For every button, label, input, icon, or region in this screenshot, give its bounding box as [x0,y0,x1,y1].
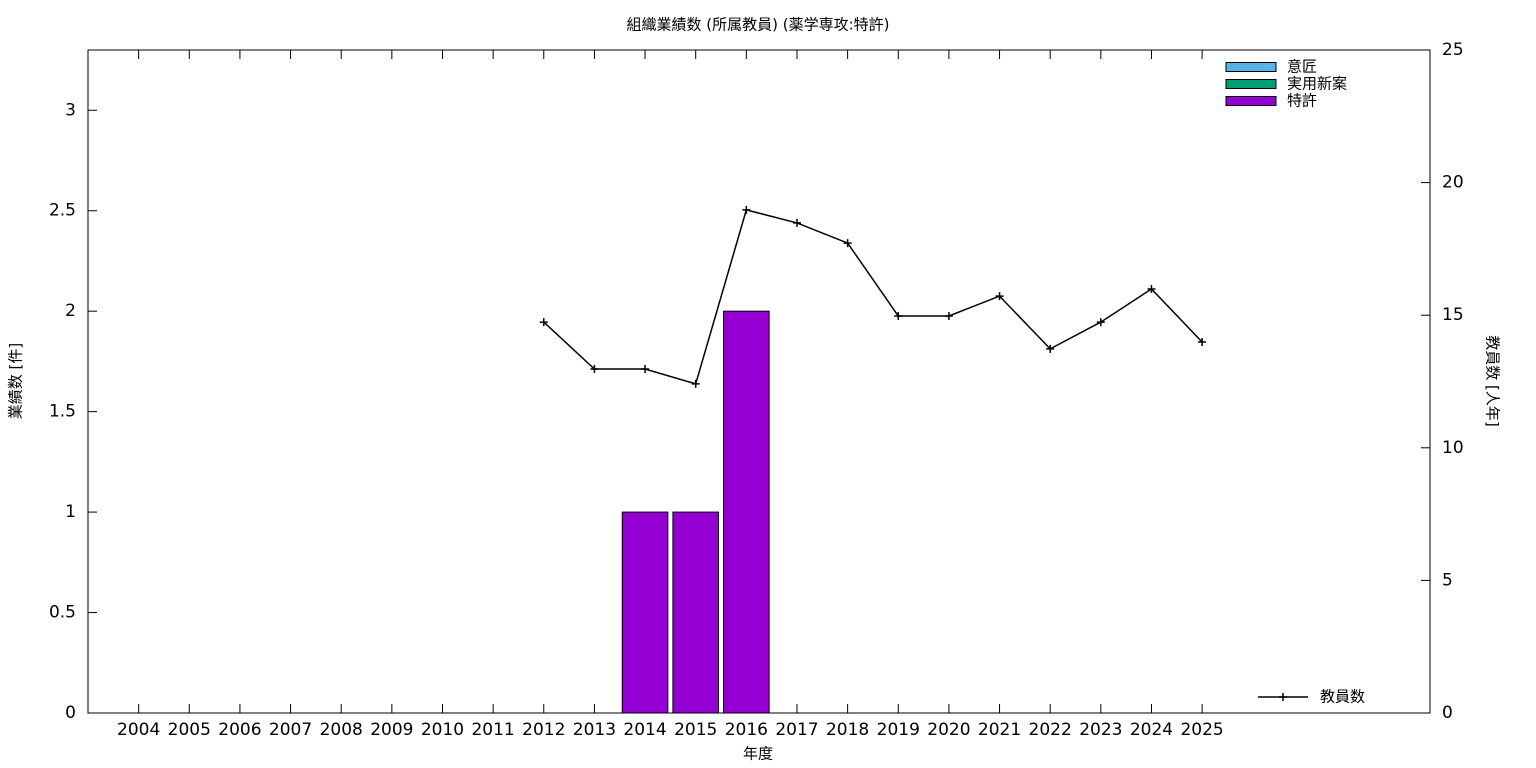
x-tick-label: 2019 [877,720,920,740]
legend-swatch [1225,79,1277,89]
point-marker [843,239,852,248]
point-marker [944,311,953,320]
y2-axis-label: 教員数 [人年] [1484,335,1502,426]
x-axis-label: 年度 [743,745,773,763]
x-tick-label: 2018 [826,720,869,740]
bar [723,310,770,714]
y-tick-label: 1.5 [49,402,76,422]
x-tick-label: 2016 [725,720,768,740]
legend-swatch [1225,62,1277,72]
point-marker [1046,344,1055,353]
point-marker [1198,337,1207,346]
point-marker [742,205,751,214]
x-tick-label: 2022 [1029,720,1072,740]
point-marker [641,365,650,374]
chart-title: 組織業績数 (所属教員) (薬学専攻:特許) [627,16,890,34]
legend-label: 特許 [1287,92,1317,110]
x-tick-label: 2008 [320,720,363,740]
x-tick-label: 2020 [927,720,970,740]
x-tick-label: 2023 [1079,720,1122,740]
point-marker [691,379,700,388]
x-tick-label: 2009 [370,720,413,740]
y-axis-label: 業績数 [件] [7,343,25,419]
x-tick-label: 2025 [1180,720,1223,740]
x-tick-label: 2024 [1130,720,1173,740]
y-tick-label: 0 [65,703,76,723]
x-tick-label: 2017 [775,720,818,740]
point-marker [1096,318,1105,327]
x-tick-label: 2005 [168,720,211,740]
x-tick-label: 2010 [421,720,464,740]
y2-tick-label: 20 [1442,173,1464,193]
y2-tick-label: 0 [1442,703,1453,723]
point-marker [894,311,903,320]
y2-tick-label: 5 [1442,570,1453,590]
point-marker [539,318,548,327]
y-tick-label: 1 [65,502,76,522]
point-marker [590,365,599,374]
x-tick-label: 2011 [471,720,514,740]
y-tick-label: 0.5 [49,603,76,623]
x-tick-label: 2021 [978,720,1021,740]
x-tick-label: 2012 [522,720,565,740]
point-marker [995,292,1004,301]
y2-tick-label: 25 [1442,40,1464,60]
point-marker [1147,284,1156,293]
x-tick-label: 2006 [218,720,261,740]
point-marker [792,218,801,227]
legend-label: 意匠 [1287,58,1317,76]
x-tick-label: 2007 [269,720,312,740]
bar [621,511,669,714]
legend-label: 教員数 [1320,688,1365,706]
y2-tick-label: 15 [1442,305,1464,325]
legend-swatch [1225,96,1277,106]
legend-label: 実用新案 [1287,75,1347,93]
legend-marker [1279,693,1287,701]
x-tick-label: 2014 [623,720,666,740]
y-tick-label: 2 [65,301,76,321]
y-tick-label: 2.5 [49,201,76,221]
x-tick-label: 2004 [117,720,160,740]
bar [672,511,719,714]
y-tick-label: 3 [65,100,76,120]
x-tick-label: 2015 [674,720,717,740]
y2-tick-label: 10 [1442,438,1464,458]
x-tick-label: 2013 [573,720,616,740]
line [543,209,1203,385]
